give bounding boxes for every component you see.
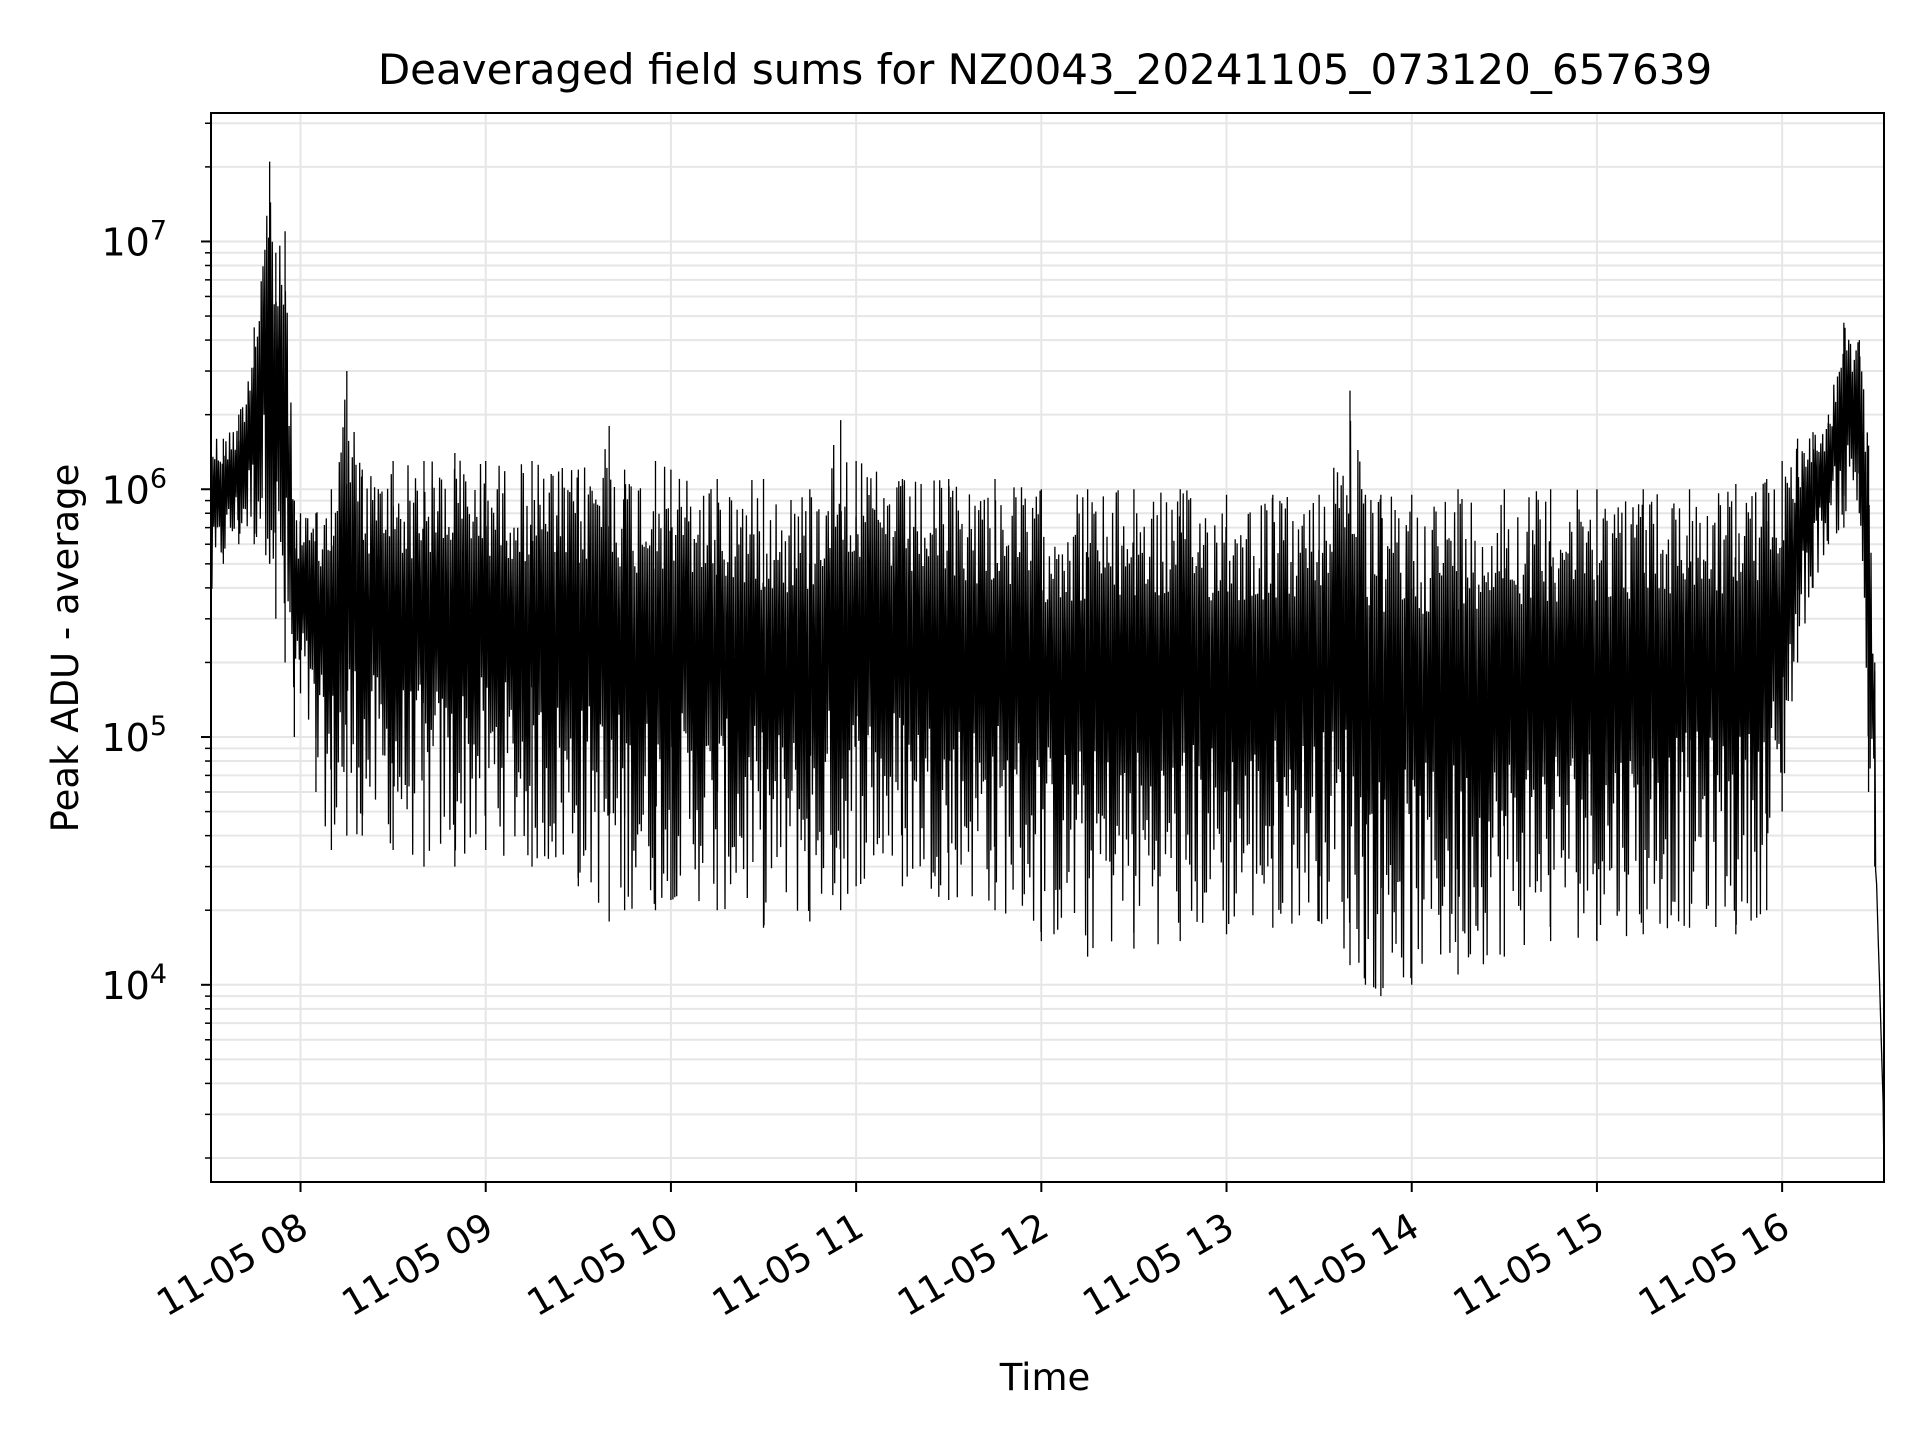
y-tick-label: 107 xyxy=(101,215,167,264)
y-tick-exponent: 4 xyxy=(150,959,167,990)
chart-title: Deaveraged field sums for NZ0043_2024110… xyxy=(378,45,1712,94)
y-tick-exponent: 7 xyxy=(150,215,167,246)
series-line xyxy=(210,202,1885,1176)
y-axis-label: Peak ADU - average xyxy=(44,464,87,833)
y-tick-label: 105 xyxy=(101,711,167,760)
y-tick-base: 10 xyxy=(101,964,149,1008)
y-tick-exponent: 6 xyxy=(150,463,167,494)
data-series xyxy=(210,161,1885,1176)
y-tick-base: 10 xyxy=(101,468,149,512)
y-tick-base: 10 xyxy=(101,220,149,264)
y-tick-base: 10 xyxy=(101,716,149,760)
y-tick-label: 106 xyxy=(101,463,167,512)
y-tick-label: 104 xyxy=(101,959,167,1008)
plot-frame xyxy=(210,112,1885,1183)
x-axis-label: Time xyxy=(999,1356,1091,1399)
y-tick-exponent: 5 xyxy=(150,711,167,742)
